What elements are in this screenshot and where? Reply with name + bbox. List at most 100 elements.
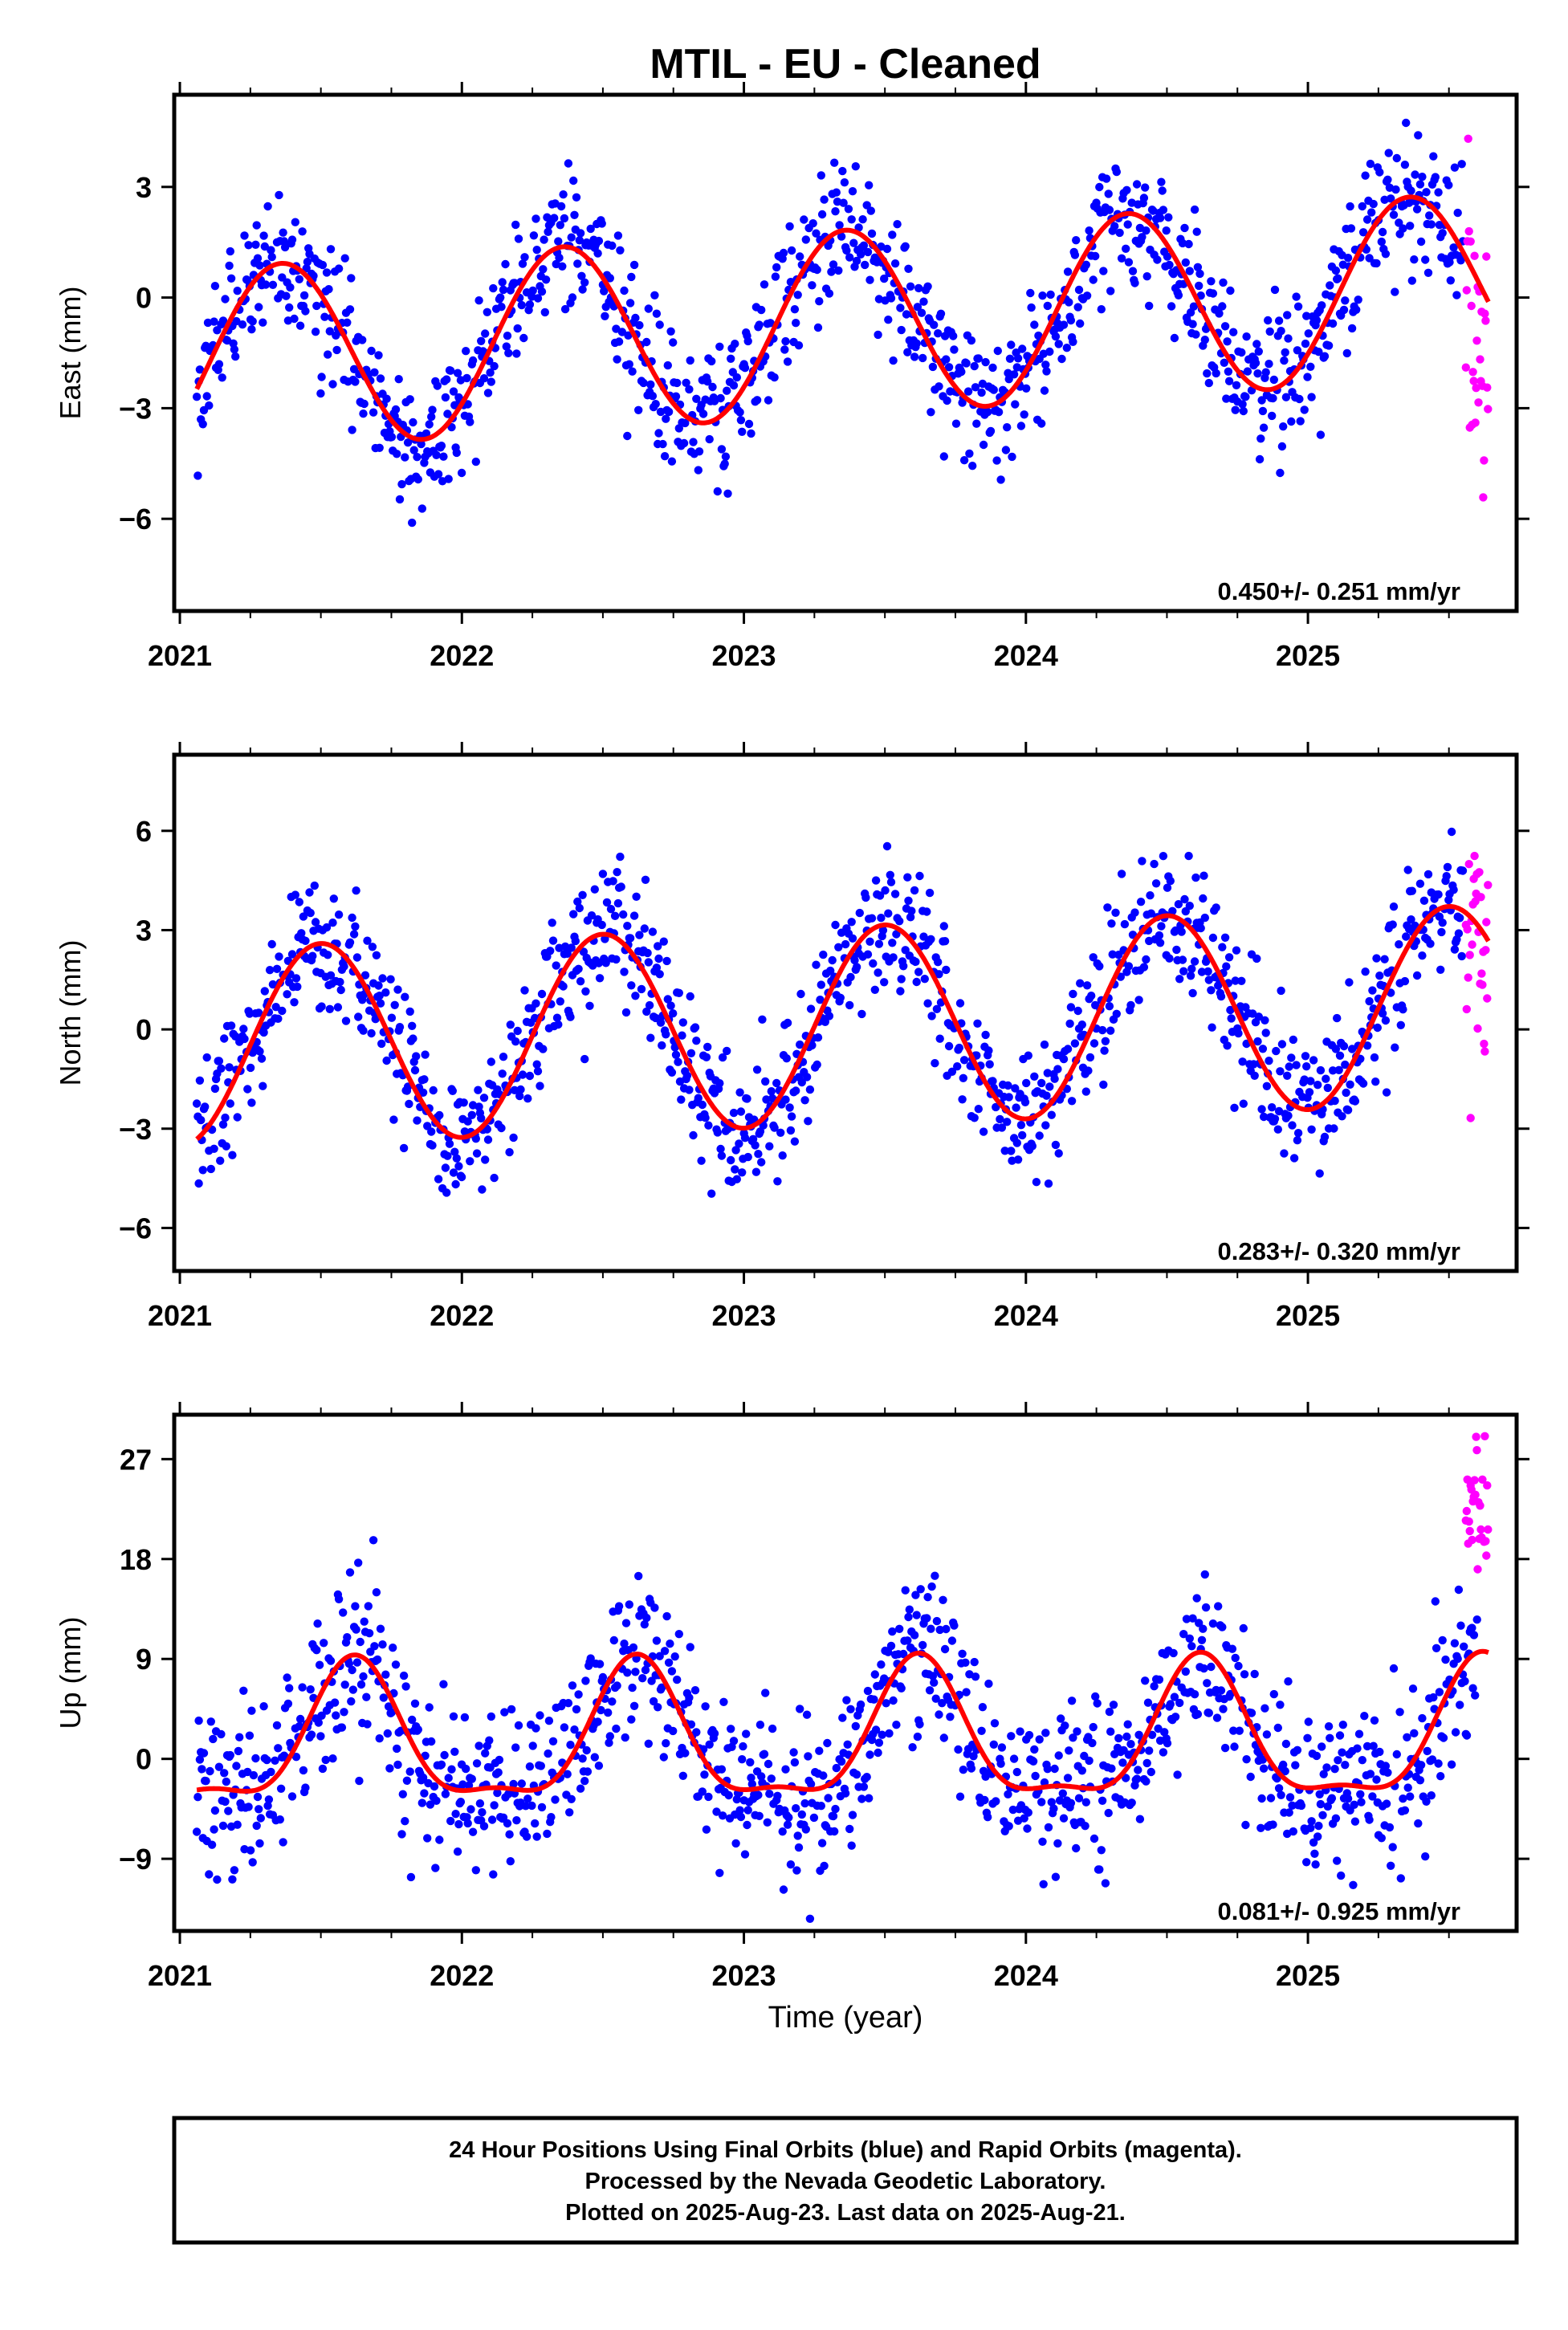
final-orbit-point [1277,1790,1285,1799]
final-orbit-point [1296,417,1305,426]
final-orbit-point [927,1582,936,1591]
final-orbit-point [1146,909,1156,918]
footer-line-3: Plotted on 2025-Aug-23. Last data on 202… [565,2200,1126,2226]
final-orbit-point [1040,1040,1049,1049]
final-orbit-point [257,1054,267,1063]
final-orbit-point [356,1637,365,1647]
final-orbit-point [399,1671,409,1680]
final-orbit-point [231,352,240,361]
final-orbit-point [613,898,623,908]
final-orbit-point [1159,852,1168,861]
final-orbit-point [1269,393,1277,403]
final-orbit-point [1300,405,1309,414]
final-orbit-point [870,1670,880,1679]
model-fit-line [194,194,1491,442]
final-orbit-point [754,1150,763,1159]
final-orbit-point [1346,1080,1354,1090]
final-orbit-point [537,287,547,296]
final-orbit-point [1200,1570,1210,1579]
final-orbit-point [608,241,617,251]
final-orbit-point [1077,1766,1087,1775]
final-orbit-point [865,181,874,189]
final-orbit-point [1402,118,1411,128]
final-orbit-point [1054,1751,1063,1760]
final-orbit-point [381,988,390,997]
final-orbit-point [598,1672,608,1682]
final-orbit-point [238,320,247,329]
final-orbit-point [303,258,312,267]
final-orbit-point [932,1616,942,1626]
final-orbit-point [1109,1701,1118,1709]
final-orbit-point [1272,1046,1281,1056]
final-orbit-point [1181,258,1191,267]
final-orbit-point [1323,1802,1333,1811]
final-orbit-point [581,1676,590,1685]
final-orbit-point [439,1680,448,1688]
final-orbit-point [1229,1726,1238,1735]
final-orbit-point [1076,979,1085,988]
final-orbit-point [1429,1693,1438,1702]
final-orbit-point [670,1043,679,1052]
final-orbit-point [1004,1093,1013,1102]
final-orbit-point [1279,1760,1288,1770]
final-orbit-point [192,393,202,401]
final-orbit-point [793,291,802,299]
final-orbit-point [255,1839,264,1848]
final-orbit-point [267,939,276,949]
final-orbit-point [659,937,668,946]
final-orbit-point [817,171,825,180]
final-orbit-point [1208,1619,1218,1628]
final-orbit-point [1399,1794,1407,1803]
final-orbit-point [650,291,659,299]
final-orbit-point [601,959,610,967]
final-orbit-point [556,221,564,230]
final-orbit-point [1239,406,1248,416]
final-orbit-point [1395,1708,1404,1717]
rapid-orbit-point [1477,969,1486,978]
final-orbit-point [446,1816,455,1826]
final-orbit-point [1383,1768,1392,1777]
final-orbit-point [1289,1035,1298,1045]
final-orbit-point [334,1595,344,1604]
final-orbit-point [1337,1871,1346,1880]
final-orbit-point [993,346,1003,356]
final-orbit-point [755,1721,765,1729]
final-orbit-point [757,305,766,315]
final-orbit-point [1142,955,1151,964]
final-orbit-point [812,960,821,969]
final-orbit-point [548,1737,558,1745]
final-orbit-point [1095,1865,1104,1874]
final-orbit-point [1023,1824,1032,1833]
final-orbit-point [1185,902,1195,910]
final-orbit-point [539,265,548,274]
final-orbit-point [449,387,458,396]
final-orbit-point [301,307,310,316]
final-orbit-point [685,1086,694,1094]
rapid-orbit-point [1478,980,1487,989]
final-orbit-point [825,289,834,298]
final-orbit-point [1134,1730,1143,1739]
final-orbit-point [813,265,821,275]
final-orbit-point [1111,908,1120,918]
final-orbit-point [201,1102,210,1111]
final-orbit-point [276,1784,286,1793]
final-orbit-point [792,319,800,328]
final-orbit-point [984,408,992,417]
final-orbit-point [897,325,906,335]
final-orbit-point [1089,275,1098,284]
final-orbit-point [1293,302,1303,311]
final-orbit-point [817,210,827,219]
final-orbit-point [925,1686,935,1695]
plot-frame [172,92,1519,613]
final-orbit-point [1268,1103,1277,1112]
final-orbit-point [1077,1020,1087,1029]
final-orbit-point [1186,972,1195,980]
final-orbit-point [240,231,249,240]
final-orbit-point [464,1781,474,1790]
rapid-orbit-point [1484,405,1493,413]
final-orbit-point [723,1046,731,1056]
final-orbit-point [787,1112,796,1121]
final-orbit-point [272,1721,282,1730]
final-orbit-point [944,1041,954,1051]
final-orbit-point [796,1705,804,1713]
